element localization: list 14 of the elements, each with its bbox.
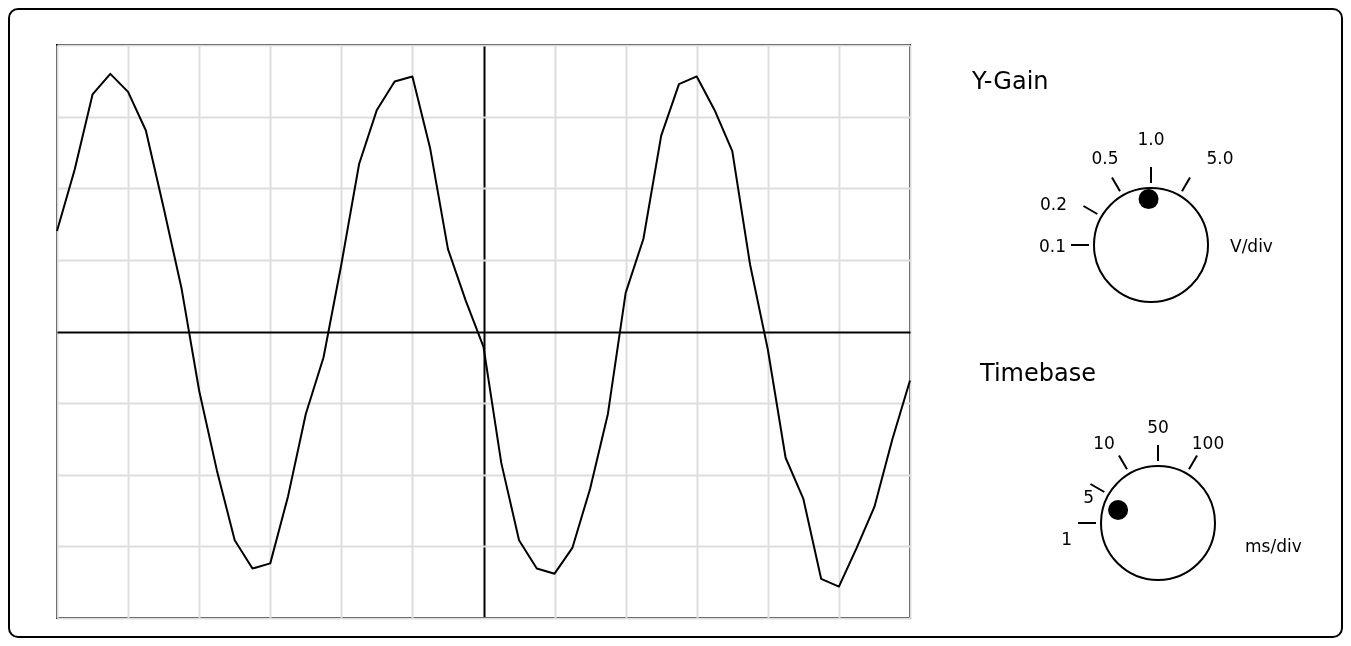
text: 10 xyxy=(1093,433,1115,453)
text: 100 xyxy=(1191,433,1225,453)
text: 0.5 xyxy=(1091,148,1119,168)
text: 0.2 xyxy=(1039,194,1067,214)
text: 1 xyxy=(1061,529,1072,549)
text: 50 xyxy=(1147,417,1169,437)
text: ms/div xyxy=(1245,536,1302,556)
text: 5.0 xyxy=(1206,148,1234,168)
text: V/div xyxy=(1230,236,1273,256)
text: 5 xyxy=(1083,487,1094,507)
text: Timebase xyxy=(979,359,1096,387)
text: Y-Gain xyxy=(971,67,1049,95)
text: 1.0 xyxy=(1137,129,1165,149)
text: 0.1 xyxy=(1038,236,1066,256)
